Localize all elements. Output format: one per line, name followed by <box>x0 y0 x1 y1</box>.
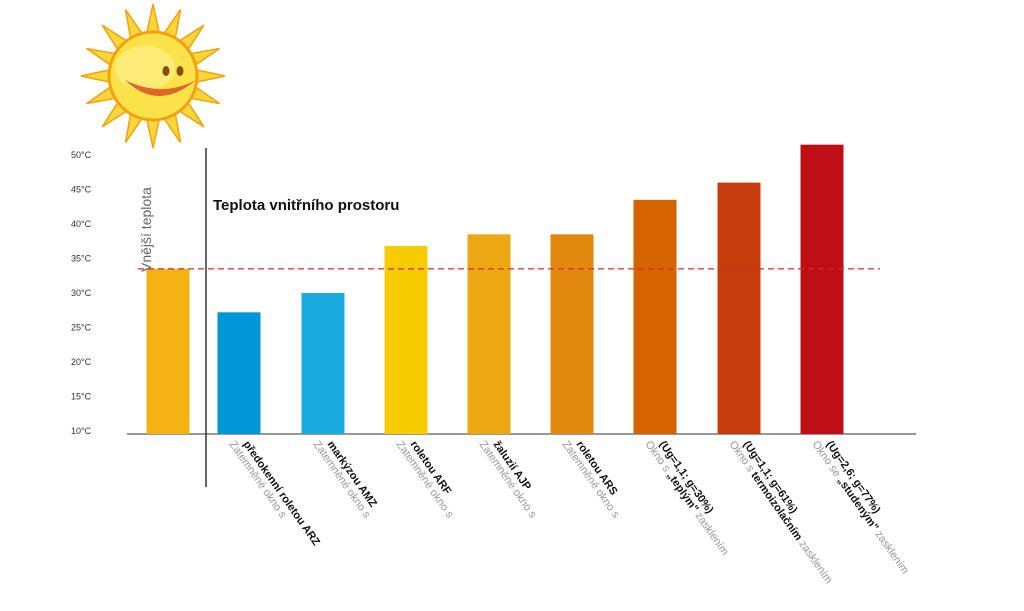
sun-ray <box>145 118 161 149</box>
category-label: Okno se „studeným" zasklením <box>810 439 911 576</box>
outside-temperature-label: Vnější teplota <box>138 187 154 272</box>
sun-ray <box>195 68 226 84</box>
chart-title: Teplota vnitřního prostoru <box>213 197 399 214</box>
bar-7 <box>717 182 761 434</box>
bar-2 <box>301 293 345 434</box>
bar-1 <box>217 312 261 434</box>
bar-4 <box>467 234 511 434</box>
bars-group <box>146 144 844 434</box>
y-tick-label: 15°C <box>71 392 92 402</box>
y-tick-label: 30°C <box>71 288 92 298</box>
sun-icon <box>80 3 226 149</box>
category-label: Okno s „teplým" zasklením <box>643 439 731 558</box>
bar-3 <box>384 246 428 434</box>
sun-ray <box>80 68 111 84</box>
y-tick-label: 20°C <box>71 357 92 367</box>
bar-outside-temperature <box>146 268 190 434</box>
y-tick-label: 45°C <box>71 185 92 195</box>
sun-ray <box>145 3 161 34</box>
category-label: předokenní roletou ARZ <box>241 439 323 548</box>
y-tick-label: 40°C <box>71 219 92 229</box>
bar-8 <box>800 144 844 434</box>
y-tick-label: 25°C <box>71 323 92 333</box>
y-tick-label: 10°C <box>71 426 92 436</box>
y-axis-ticks: 50°C 45°C 40°C 35°C 30°C 25°C 20°C 15°C 10°C <box>71 150 92 436</box>
bar-6 <box>633 199 677 434</box>
category-label: Okno s termoizolačním zasklením <box>727 439 835 586</box>
bar-5 <box>550 234 594 434</box>
y-tick-label: 35°C <box>71 254 92 264</box>
y-tick-label: 50°C <box>71 150 92 160</box>
